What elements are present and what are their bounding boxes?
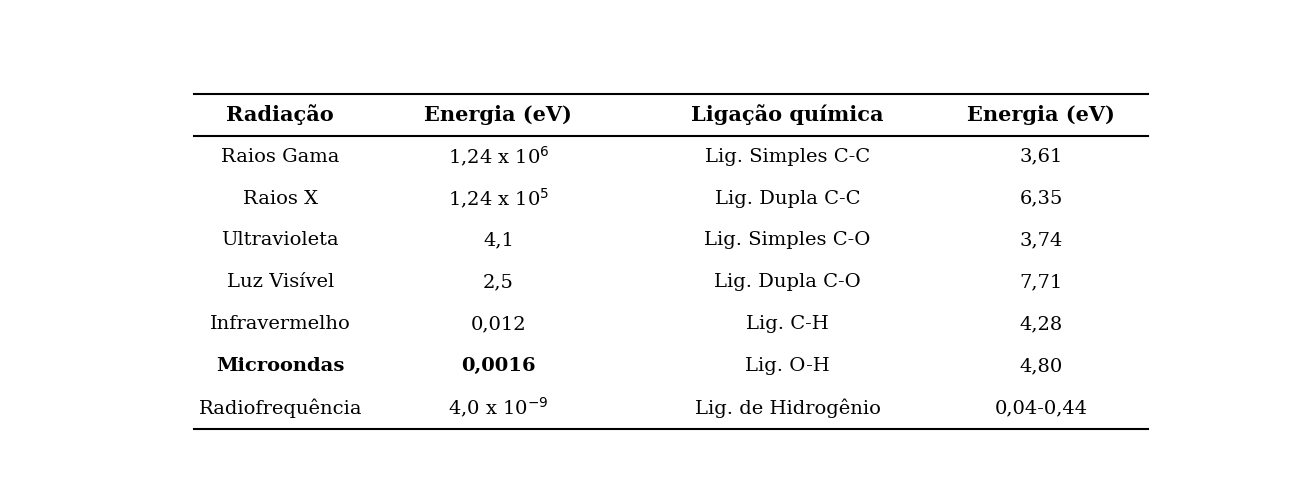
Text: Raios X: Raios X xyxy=(242,190,318,207)
Text: Lig. Dupla C-C: Lig. Dupla C-C xyxy=(715,190,860,207)
Text: Lig. C-H: Lig. C-H xyxy=(746,315,829,333)
Text: 2,5: 2,5 xyxy=(483,273,514,292)
Text: Lig. Simples C-C: Lig. Simples C-C xyxy=(706,148,870,166)
Text: Infravermelho: Infravermelho xyxy=(209,315,351,333)
Text: Radiação: Radiação xyxy=(226,104,334,125)
Text: 1,24 x 10$^{5}$: 1,24 x 10$^{5}$ xyxy=(448,187,548,210)
Text: 4,0 x 10$^{-9}$: 4,0 x 10$^{-9}$ xyxy=(448,396,548,420)
Text: 7,71: 7,71 xyxy=(1020,273,1063,292)
Text: 1,24 x 10$^{6}$: 1,24 x 10$^{6}$ xyxy=(448,145,550,169)
Text: Lig. de Hidrogênio: Lig. de Hidrogênio xyxy=(695,398,881,418)
Text: Lig. O-H: Lig. O-H xyxy=(745,357,830,375)
Text: 3,74: 3,74 xyxy=(1020,232,1063,249)
Text: Energia (eV): Energia (eV) xyxy=(967,104,1115,125)
Text: 6,35: 6,35 xyxy=(1020,190,1063,207)
Text: Lig. Simples C-O: Lig. Simples C-O xyxy=(704,232,870,249)
Text: 3,61: 3,61 xyxy=(1020,148,1063,166)
Text: 0,0016: 0,0016 xyxy=(461,357,535,375)
Text: 0,012: 0,012 xyxy=(471,315,526,333)
Text: Energia (eV): Energia (eV) xyxy=(424,104,572,125)
Text: Microondas: Microondas xyxy=(216,357,344,375)
Text: 4,28: 4,28 xyxy=(1020,315,1063,333)
Text: Ligação química: Ligação química xyxy=(691,104,884,125)
Text: Lig. Dupla C-O: Lig. Dupla C-O xyxy=(715,273,861,292)
Text: Raios Gama: Raios Gama xyxy=(221,148,339,166)
Text: Radiofrequência: Radiofrequência xyxy=(199,398,363,418)
Text: 0,04-0,44: 0,04-0,44 xyxy=(995,399,1088,417)
Text: 4,1: 4,1 xyxy=(483,232,514,249)
Text: 4,80: 4,80 xyxy=(1020,357,1063,375)
Text: Ultravioleta: Ultravioleta xyxy=(221,232,339,249)
Text: Luz Visível: Luz Visível xyxy=(226,273,334,292)
